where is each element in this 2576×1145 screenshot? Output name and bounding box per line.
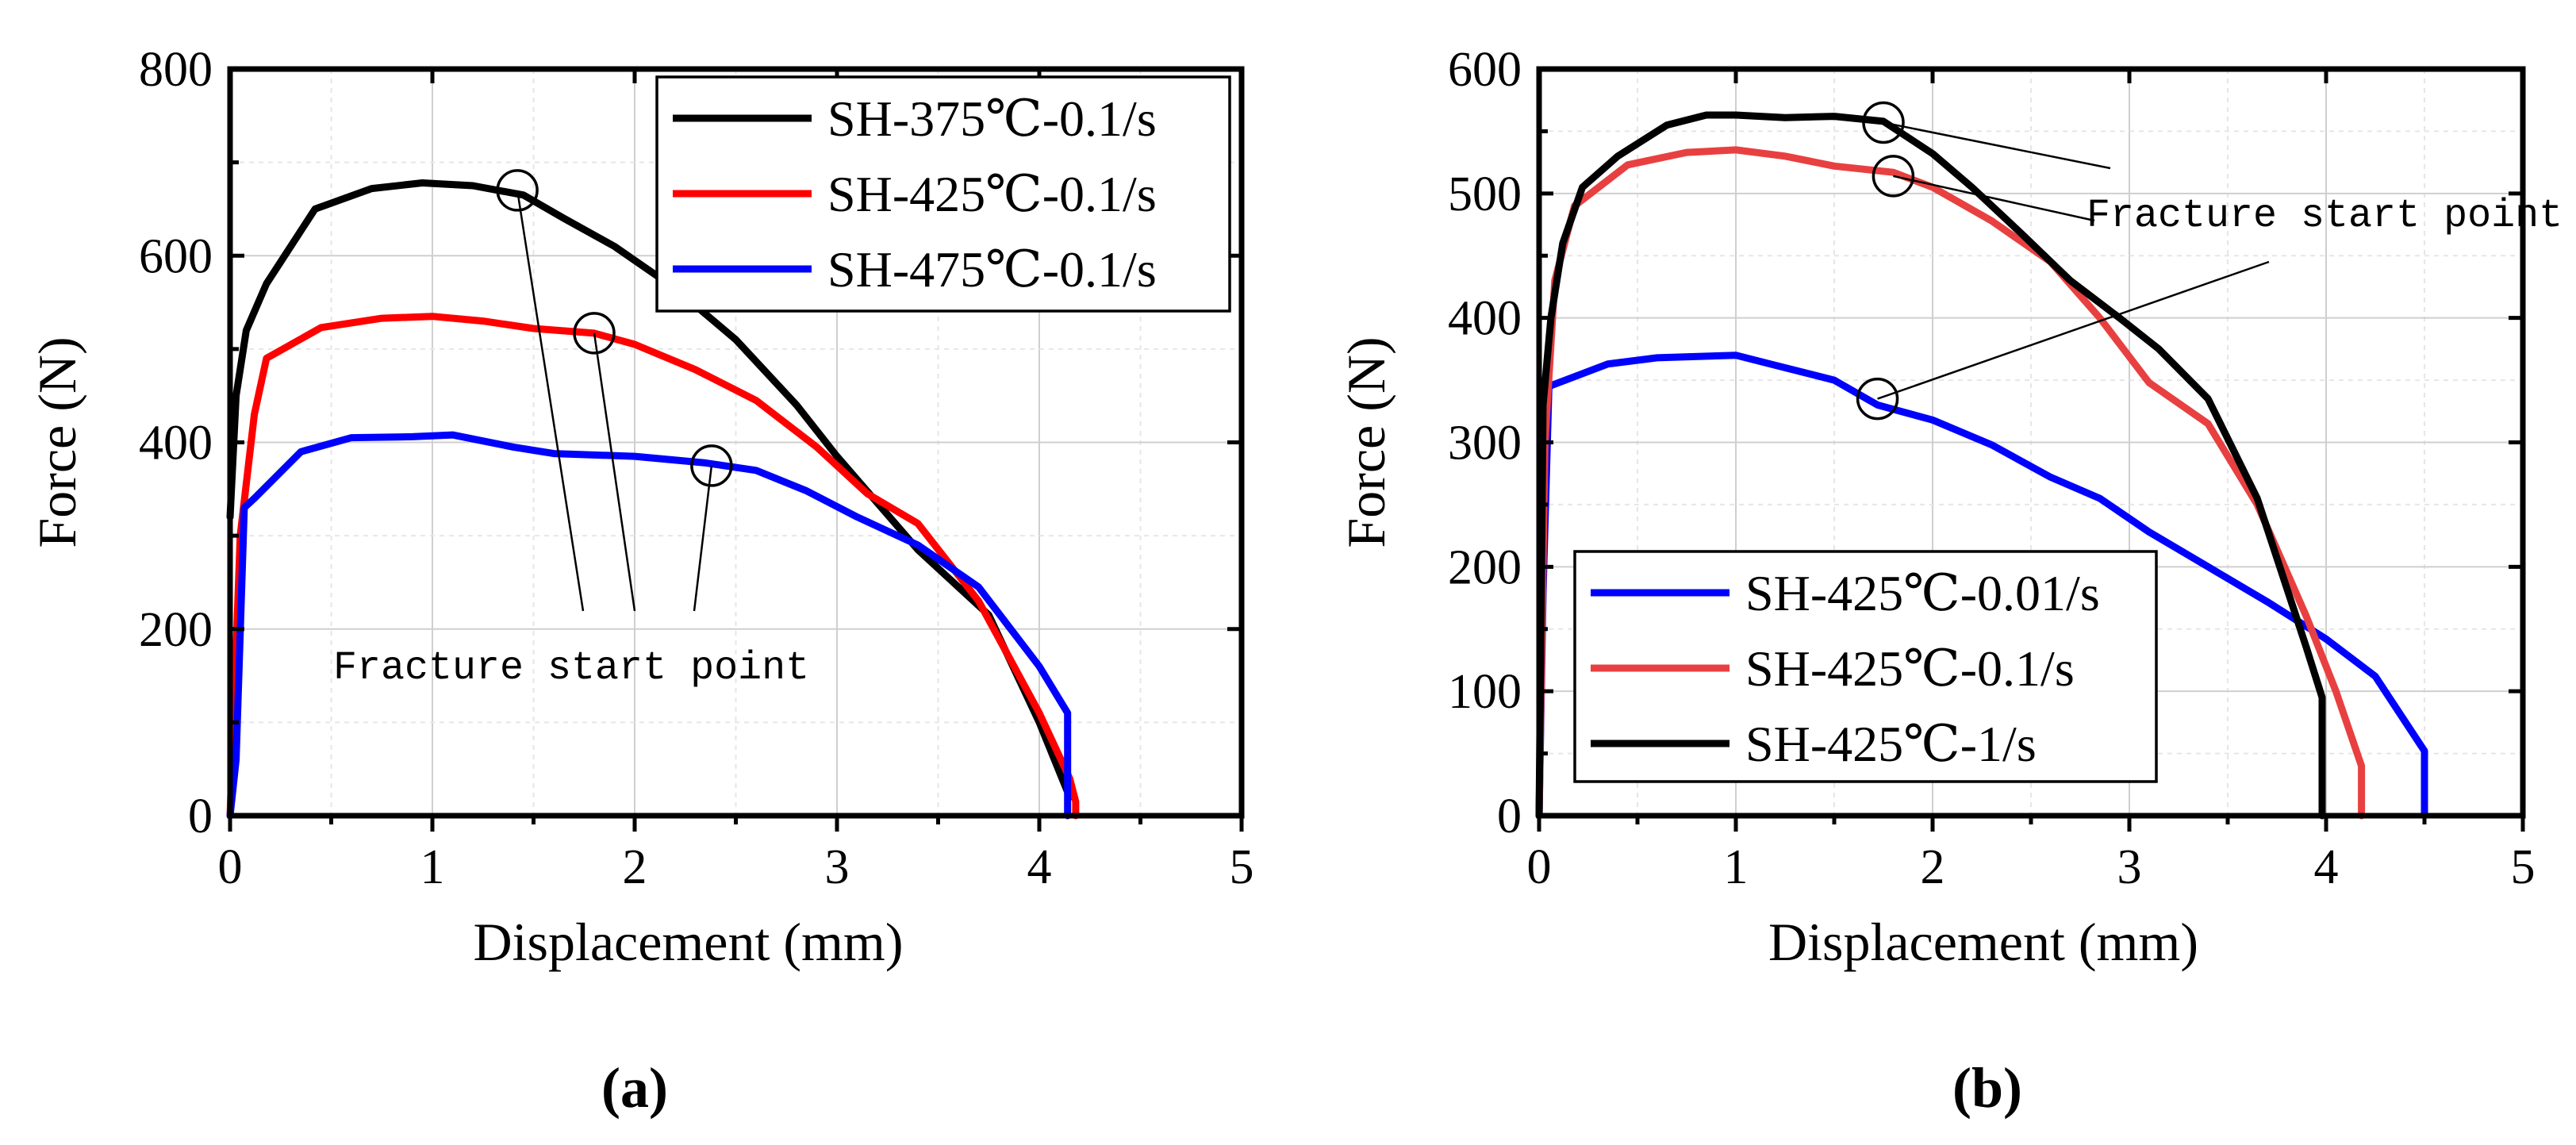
x-tick-label: 0: [218, 840, 243, 894]
panel-label: (b): [1952, 1056, 2022, 1120]
series-line-1: [226, 313, 1080, 820]
annotation-leader-line: [1877, 260, 2270, 400]
x-axis-title: Displacement (mm): [1768, 912, 2198, 972]
x-tick-label: 4: [2314, 840, 2339, 894]
y-tick-label: 500: [1448, 167, 1522, 221]
y-tick-label: 800: [139, 43, 213, 97]
annotation-leader-line: [1893, 175, 2095, 222]
y-tick-label: 200: [139, 603, 213, 657]
y-tick-label: 600: [1448, 43, 1522, 97]
x-tick-label: 2: [623, 840, 647, 894]
x-tick-label: 1: [1724, 840, 1749, 894]
y-axis-title: Force (N): [1336, 336, 1396, 548]
y-tick-label: 0: [1497, 790, 1522, 843]
x-tick-label: 2: [1921, 840, 1945, 894]
panel-label: (a): [601, 1056, 668, 1120]
series-line-0: [226, 179, 1073, 801]
chart-panel-b: 0 1 2 3 4 5 0 100 200 300 400 500 600 Displacement (m…: [1336, 43, 2563, 1120]
axis-ticks: 0 1 2 3 4 5 0 100 200 300 400 500 600: [1448, 43, 2536, 894]
x-tick-label: 3: [825, 840, 850, 894]
y-tick-label: 600: [139, 229, 213, 283]
x-tick-label: 1: [420, 840, 445, 894]
annotation-leader-line: [693, 465, 713, 612]
y-tick-label: 0: [188, 790, 213, 843]
y-tick-label: 200: [1448, 540, 1522, 594]
x-tick-label: 4: [1027, 840, 1052, 894]
y-tick-label: 400: [1448, 292, 1522, 346]
series-line-2: [226, 431, 1072, 820]
legend-label-2: SH-425℃-1/s: [1745, 716, 2037, 772]
x-tick-label: 3: [2117, 840, 2142, 894]
annotation-text: Fracture start point: [333, 646, 809, 691]
annotation-leader-line: [593, 332, 636, 612]
x-tick-label: 5: [2511, 840, 2536, 894]
annotation-leader-line: [516, 190, 585, 612]
fracture-annotation: Fracture start point: [1856, 101, 2563, 421]
fracture-point-marker: [1856, 377, 1899, 421]
legend-label-0: SH-425℃-0.01/s: [1745, 565, 2100, 621]
axis-ticks: 0 1 2 3 4 5 0 200 400 600 800: [139, 43, 1254, 894]
annotation-text: Fracture start point: [2087, 194, 2563, 239]
legend: SH-375℃-0.1/s SH-425℃-0.1/s SH-475℃-0.1/s: [655, 75, 1231, 313]
series-line-2: [1535, 111, 2326, 820]
fracture-point-marker: [1862, 101, 1905, 144]
fracture-annotation: Fracture start point: [333, 169, 809, 691]
legend: SH-425℃-0.01/s SH-425℃-0.1/s SH-425℃-1/s: [1573, 550, 2158, 783]
annotation-leader-line: [1883, 121, 2111, 170]
chart-panel-a: 0 1 2 3 4 5 0 200 400 600 800 Displacement (mm) Forc…: [27, 43, 1254, 1120]
y-axis-title: Force (N): [27, 336, 87, 548]
x-axis-title: Displacement (mm): [474, 912, 904, 972]
legend-label-2: SH-475℃-0.1/s: [827, 241, 1157, 298]
legend-label-0: SH-375℃-0.1/s: [827, 90, 1157, 147]
y-tick-label: 300: [1448, 417, 1522, 471]
fracture-point-marker: [690, 444, 733, 487]
legend-label-1: SH-425℃-0.1/s: [827, 166, 1157, 222]
y-tick-label: 400: [139, 417, 213, 471]
fracture-point-marker: [496, 169, 539, 212]
series-line-1: [1535, 146, 2366, 820]
legend-label-1: SH-425℃-0.1/s: [1745, 640, 2075, 697]
x-tick-label: 5: [1230, 840, 1254, 894]
fracture-point-marker: [573, 312, 616, 355]
x-tick-label: 0: [1527, 840, 1552, 894]
y-tick-label: 100: [1448, 665, 1522, 719]
fracture-point-marker: [1872, 155, 1915, 198]
